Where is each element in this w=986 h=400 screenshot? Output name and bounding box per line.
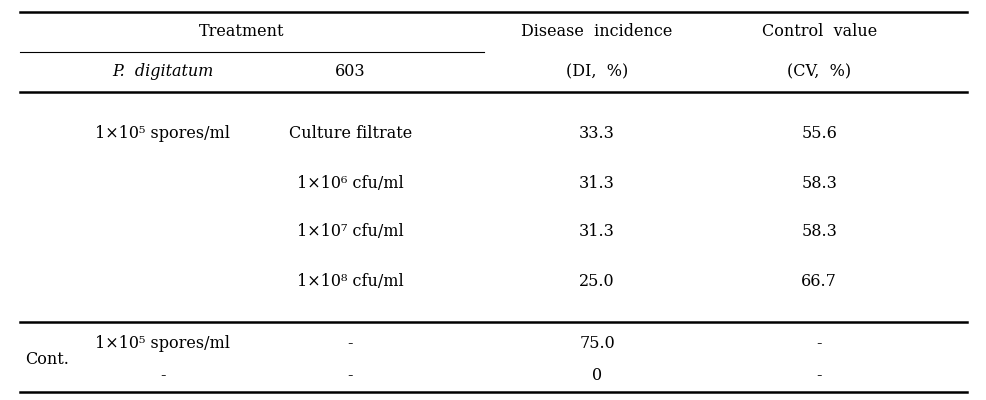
Text: 58.3: 58.3 [801,176,836,192]
Text: Culture filtrate: Culture filtrate [289,126,411,142]
Text: Disease  incidence: Disease incidence [521,24,672,40]
Text: -: - [815,336,821,352]
Text: P.  digitatum: P. digitatum [112,64,213,80]
Text: Treatment: Treatment [199,24,284,40]
Text: -: - [815,368,821,384]
Text: 603: 603 [334,64,366,80]
Text: Control  value: Control value [761,24,876,40]
Text: -: - [347,336,353,352]
Text: 1×10⁵ spores/ml: 1×10⁵ spores/ml [96,126,230,142]
Text: 0: 0 [592,368,601,384]
Text: 58.3: 58.3 [801,224,836,240]
Text: Cont.: Cont. [25,352,68,368]
Text: 66.7: 66.7 [801,274,836,290]
Text: 1×10⁵ spores/ml: 1×10⁵ spores/ml [96,336,230,352]
Text: -: - [347,368,353,384]
Text: 31.3: 31.3 [579,176,614,192]
Text: (CV,  %): (CV, %) [787,64,850,80]
Text: -: - [160,368,166,384]
Text: 75.0: 75.0 [579,336,614,352]
Text: 1×10⁶ cfu/ml: 1×10⁶ cfu/ml [297,176,403,192]
Text: (DI,  %): (DI, %) [565,64,628,80]
Text: 25.0: 25.0 [579,274,614,290]
Text: 55.6: 55.6 [801,126,836,142]
Text: 1×10⁷ cfu/ml: 1×10⁷ cfu/ml [297,224,403,240]
Text: 31.3: 31.3 [579,224,614,240]
Text: 33.3: 33.3 [579,126,614,142]
Text: 1×10⁸ cfu/ml: 1×10⁸ cfu/ml [297,274,403,290]
